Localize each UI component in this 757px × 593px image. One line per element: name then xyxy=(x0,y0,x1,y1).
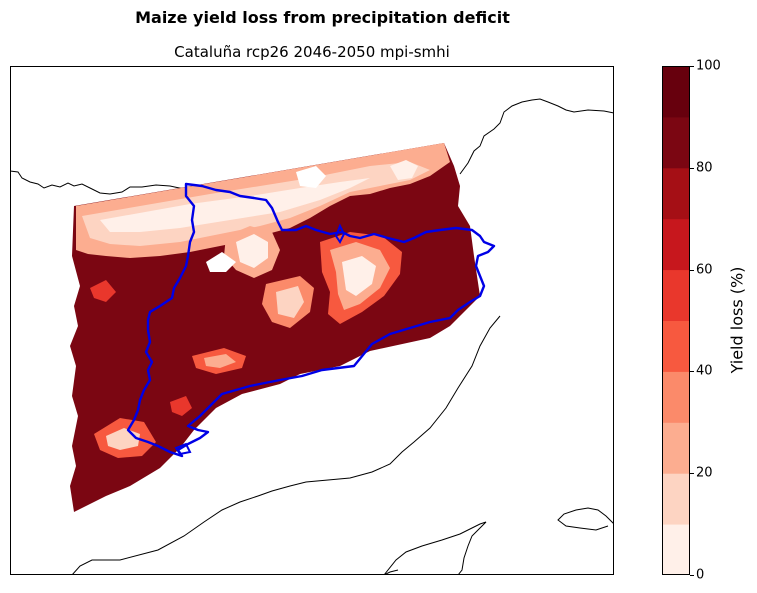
colorbar-band xyxy=(662,524,690,576)
colorbar-tick-mark xyxy=(690,269,694,271)
colorbar-tick-label: 40 xyxy=(696,363,713,379)
colorbar-band xyxy=(662,320,690,372)
region-boundary-detail xyxy=(334,223,346,244)
colorbar-band xyxy=(662,218,690,271)
colorbar-tick-mark xyxy=(690,371,694,373)
colorbar-scale xyxy=(662,66,690,576)
colorbar-band xyxy=(662,371,690,423)
colorbar-tick-mark xyxy=(690,66,694,67)
region-boundary-islet xyxy=(174,442,192,456)
colorbar-tick-label: 20 xyxy=(696,465,713,481)
yield-loss-map xyxy=(9,66,615,576)
colorbar-band xyxy=(662,167,690,220)
colorbar-frame xyxy=(662,66,690,575)
colorbar-label: Yield loss (%) xyxy=(727,266,747,374)
colorbar xyxy=(662,66,690,576)
map-title: Cataluña rcp26 2046-2050 mpi-smhi xyxy=(174,43,450,61)
colorbar-tick-mark xyxy=(690,167,694,169)
colorbar-tick-mark xyxy=(690,575,694,576)
colorbar-tick-label: 0 xyxy=(696,567,705,583)
colorbar-band xyxy=(662,473,690,525)
colorbar-tick-mark xyxy=(690,473,694,475)
figure-title: Maize yield loss from precipitation defi… xyxy=(135,8,510,27)
colorbar-tick-label: 60 xyxy=(696,262,713,278)
colorbar-band xyxy=(662,116,690,169)
colorbar-band xyxy=(662,422,690,474)
colorbar-band xyxy=(662,66,690,118)
colorbar-band xyxy=(662,269,690,321)
map-panel xyxy=(9,66,615,576)
colorbar-tick-label: 80 xyxy=(696,160,713,176)
colorbar-tick-label: 100 xyxy=(696,58,721,74)
